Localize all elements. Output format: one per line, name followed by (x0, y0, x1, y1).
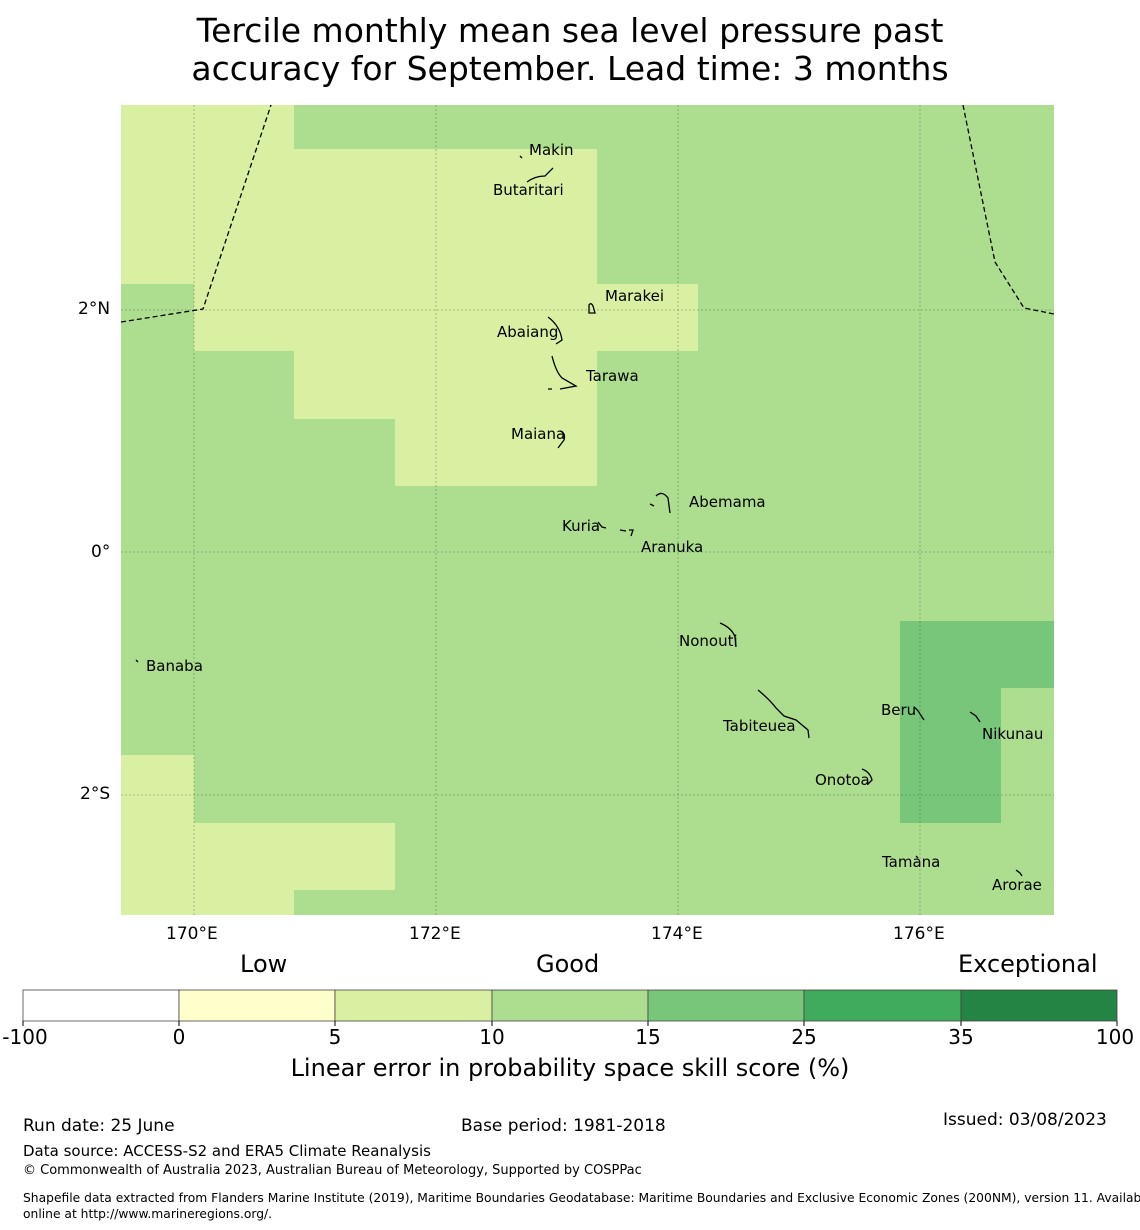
title-line-2: accuracy for September. Lead time: 3 mon… (191, 49, 949, 88)
arorae-outline (1015, 869, 1023, 877)
shapefile-credit-line-1: Shapefile data extracted from Flanders M… (23, 1191, 1140, 1205)
aranuka-outline (619, 529, 634, 537)
colorbar-label-exceptional: Exceptional (958, 950, 1098, 978)
colorbar-tick-marks (22, 1021, 1118, 1026)
island-label-makin: Makin (529, 141, 574, 159)
beru-outline (913, 706, 925, 721)
colorbar-segment-neg100-0 (22, 989, 180, 1022)
run-date: Run date: 25 June (23, 1116, 175, 1136)
colorbar-segment-10-15 (491, 989, 649, 1022)
island-label-kuria: Kuria (562, 517, 601, 535)
tabiteuea-outline (757, 689, 810, 739)
colorbar-segment-5-10 (334, 989, 493, 1022)
island-label-marakei: Marakei (605, 287, 665, 305)
lat-tick-2n: 2°N (78, 299, 111, 319)
skill-cells-5-10 (121, 105, 698, 915)
island-label-butaritari: Butaritari (493, 181, 564, 199)
colorbar-segment-35-100 (960, 989, 1118, 1022)
island-label-tarawa: Tarawa (586, 367, 639, 385)
island-label-tamana: Tamana (882, 853, 941, 871)
colorbar-segment-0-5 (178, 989, 336, 1022)
nonouti-outline (719, 622, 737, 648)
colorbar-tick-25: 25 (791, 1025, 817, 1049)
banaba-outline (135, 659, 139, 663)
skill-cells-15-25 (900, 621, 1054, 823)
colorbar-tick-neg100: -100 (2, 1025, 48, 1049)
colorbar (22, 989, 1118, 1022)
colorbar-tick-5: 5 (328, 1025, 342, 1049)
island-label-nikunau: Nikunau (982, 725, 1044, 743)
tarawa-outline (548, 355, 578, 390)
data-source: Data source: ACCESS-S2 and ERA5 Climate … (23, 1142, 431, 1160)
makin-outline (519, 155, 523, 159)
lon-tick-170e: 170°E (166, 924, 218, 944)
island-label-aranuka: Aranuka (641, 538, 704, 556)
island-label-beru: Beru (881, 701, 917, 719)
tamana-outline (915, 855, 919, 859)
colorbar-tick-15: 15 (635, 1025, 661, 1049)
abaiang-outline (547, 316, 563, 345)
island-label-maiana: Maiana (511, 425, 566, 443)
lon-tick-172e: 172°E (409, 924, 461, 944)
copyright-notice: © Commonwealth of Australia 2023, Austra… (23, 1163, 642, 1178)
issued-date: Issued: 03/08/2023 (943, 1110, 1107, 1130)
butaritari-outline (526, 167, 554, 183)
lat-tick-0: 0° (91, 542, 111, 562)
onotoa-outline (861, 768, 873, 785)
lon-tick-176e: 176°E (893, 924, 945, 944)
colorbar-tick-0: 0 (172, 1025, 186, 1049)
maiana-outline (557, 430, 566, 449)
colorbar-label-low: Low (240, 950, 288, 978)
colorbar-tick-35: 35 (948, 1025, 974, 1049)
colorbar-tick-10: 10 (479, 1025, 505, 1049)
island-label-nonouti: Nonouti (679, 632, 738, 650)
shapefile-credit-line-2: online at http://www.marineregions.org/. (23, 1207, 273, 1221)
colorbar-segment-25-35 (803, 989, 962, 1022)
graticule (121, 105, 1054, 915)
lat-tick-2s: 2°S (80, 784, 111, 804)
island-label-abaiang: Abaiang (497, 323, 559, 341)
eez-boundaries (120, 104, 1055, 323)
colorbar-tick-100: 100 (1095, 1025, 1135, 1049)
title-line-1: Tercile monthly mean sea level pressure … (196, 11, 944, 50)
island-label-tabiteuea: Tabiteuea (723, 717, 796, 735)
colorbar-title: Linear error in probability space skill … (290, 1054, 850, 1082)
island-label-banaba: Banaba (146, 657, 203, 675)
lon-tick-174e: 174°E (651, 924, 703, 944)
map-title: Tercile monthly mean sea level pressure … (0, 12, 1140, 88)
nikunau-outline (969, 711, 981, 723)
island-outlines (135, 155, 1023, 877)
colorbar-segment-15-25 (647, 989, 805, 1022)
island-label-abemama: Abemama (689, 493, 766, 511)
kuria-outline (597, 521, 607, 529)
island-label-onotoa: Onotoa (815, 771, 870, 789)
island-label-arorae: Arorae (992, 876, 1042, 894)
colorbar-label-good: Good (536, 950, 600, 978)
base-period: Base period: 1981-2018 (461, 1116, 666, 1136)
abemama-outline (649, 492, 671, 514)
marakei-outline (588, 303, 596, 314)
